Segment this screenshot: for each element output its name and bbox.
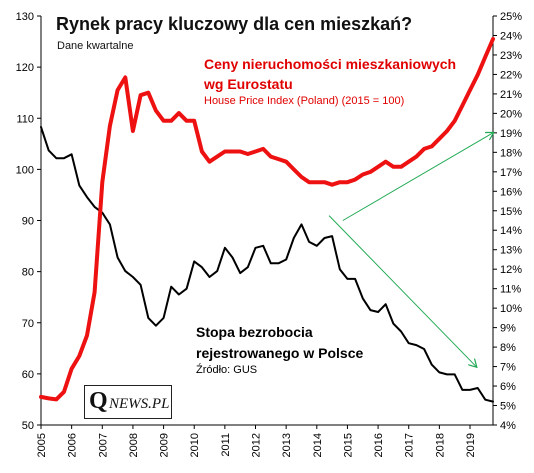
qnews-logo: Q NEWS.PL: [84, 385, 172, 419]
x-tick-label: 2011: [220, 433, 232, 457]
x-tick-label: 2006: [67, 433, 79, 457]
left-tick-label: 90: [22, 216, 34, 228]
x-tick-label: 2015: [342, 433, 354, 457]
house-price-label: Ceny nieruchomości mieszkaniowych wg Eur…: [204, 54, 456, 94]
x-tick-label: 2013: [281, 433, 293, 457]
logo-text: NEWS.PL: [109, 396, 170, 412]
right-tick-label: 21%: [500, 89, 522, 101]
right-tick-label: 20%: [500, 108, 522, 120]
house-price-label-line1: Ceny nieruchomości mieszkaniowych: [204, 56, 457, 72]
x-tick-label: 2012: [251, 433, 263, 457]
right-tick-label: 4%: [500, 420, 516, 432]
x-tick-label: 2007: [97, 433, 109, 457]
left-tick-label: 130: [16, 11, 34, 23]
house-price-index-label: House Price Index (Poland) (2015 = 100): [204, 95, 405, 107]
x-tick-label: 2008: [128, 433, 140, 457]
right-tick-label: 24%: [500, 30, 522, 42]
right-tick-label: 22%: [500, 69, 522, 81]
right-tick-label: 10%: [500, 303, 522, 315]
logo-q: Q: [89, 388, 108, 414]
left-tick-label: 80: [22, 267, 34, 279]
right-tick-label: 5%: [500, 401, 516, 413]
x-tick-label: 2014: [312, 433, 324, 457]
right-tick-label: 12%: [500, 264, 522, 276]
right-tick-label: 18%: [500, 147, 522, 159]
left-tick-label: 100: [16, 164, 34, 176]
x-tick-label: 2005: [36, 433, 48, 457]
right-tick-label: 25%: [500, 11, 522, 23]
right-tick-label: 8%: [500, 342, 516, 354]
unemployment-label-line1: Stopa bezrobocia: [196, 324, 313, 340]
trend-arrow: [342, 133, 493, 221]
chart-title: Rynek pracy kluczowy dla cen mieszkań?: [56, 14, 413, 34]
left-tick-label: 60: [22, 369, 34, 381]
right-tick-label: 14%: [500, 225, 522, 237]
right-tick-label: 11%: [500, 284, 521, 296]
source-label: Źródło: GUS: [196, 364, 258, 376]
left-tick-label: 70: [22, 318, 34, 330]
right-tick-label: 6%: [500, 381, 516, 393]
x-tick-label: 2018: [434, 433, 446, 457]
left-tick-label: 50: [22, 420, 34, 432]
right-tick-label: 9%: [500, 323, 516, 335]
right-tick-label: 7%: [500, 362, 516, 374]
right-tick-label: 15%: [500, 206, 522, 218]
annotations: [328, 133, 493, 367]
right-tick-label: 17%: [500, 167, 522, 179]
right-tick-label: 23%: [500, 50, 522, 62]
x-tick-label: 2017: [404, 433, 416, 457]
house-price-label-line2: wg Eurostatu: [204, 76, 293, 92]
right-tick-label: 16%: [500, 186, 522, 198]
left-tick-label: 120: [16, 62, 34, 74]
axes: 50 60 70 80 90 100 110 120 130 4% 5% 6% 7% 8% 9% 10% 11%…: [16, 11, 523, 457]
right-tick-label: 13%: [500, 245, 522, 257]
right-tick-label: 19%: [500, 128, 522, 140]
house-price-line: [39, 37, 495, 402]
x-tick-label: 2010: [189, 433, 201, 457]
left-tick-label: 110: [16, 113, 34, 125]
unemployment-label-line2: rejestrowanego w Polsce: [196, 345, 364, 361]
unemployment-label: Stopa bezrobocia rejestrowanego w Polsce: [196, 322, 363, 364]
x-tick-label: 2019: [465, 433, 477, 457]
x-tick-label: 2009: [159, 433, 171, 457]
series: [39, 37, 495, 403]
chart-subtitle: Dane kwartalne: [57, 40, 134, 52]
x-tick-label: 2016: [373, 433, 385, 457]
unemployment-line: [40, 126, 494, 403]
trend-arrow: [328, 215, 476, 367]
